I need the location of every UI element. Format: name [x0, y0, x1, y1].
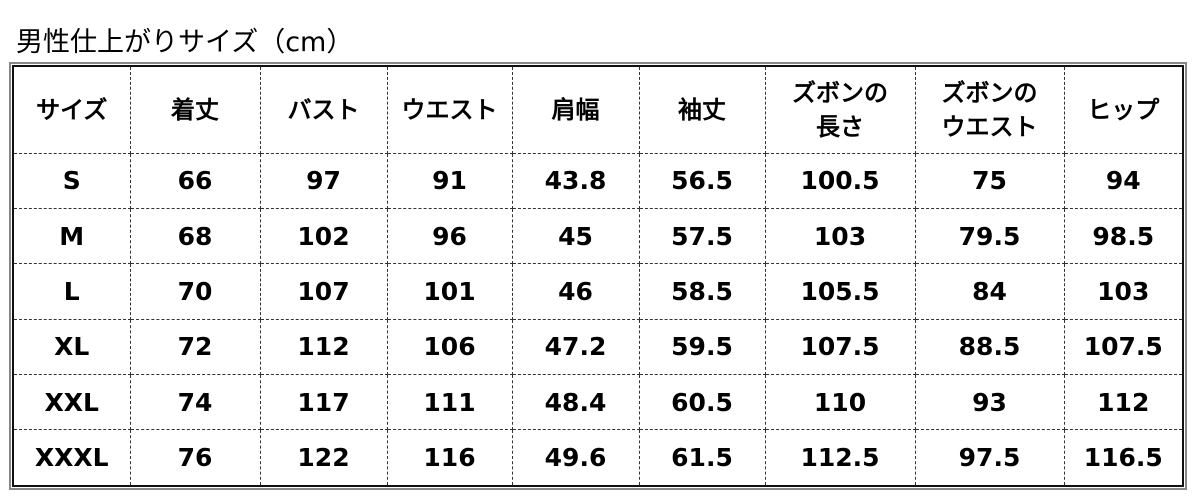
size-label-cell: L: [13, 263, 131, 320]
table-cell: 116: [387, 429, 513, 486]
table-cell: 68: [130, 208, 261, 265]
column-header: サイズ: [13, 66, 131, 154]
table-cell: 102: [260, 208, 388, 265]
table-cell: 112: [1064, 374, 1183, 431]
table-cell: 98.5: [1064, 208, 1183, 265]
table-cell: 103: [765, 208, 916, 265]
table-cell: 91: [387, 153, 513, 209]
table-cell: 110: [765, 374, 916, 431]
table-cell: 107.5: [765, 319, 916, 375]
table-cell: 79.5: [915, 208, 1065, 265]
size-label-cell: S: [13, 153, 131, 209]
table-cell: 45: [512, 208, 640, 265]
header-row: サイズ 着丈 バスト ウエスト 肩幅 袖丈 ズボンの 長さ ズボンの ウエスト ヒップ: [13, 66, 1183, 154]
table-cell: 57.5: [639, 208, 766, 265]
table-cell: 93: [915, 374, 1065, 431]
table-cell: 96: [387, 208, 513, 265]
table-cell: 88.5: [915, 319, 1065, 375]
table-row: XXXL 76 122 116 49.6 61.5 112.5 97.5 116.5: [13, 429, 1183, 486]
table-cell: 56.5: [639, 153, 766, 209]
table-cell: 105.5: [765, 263, 916, 320]
table-row: L 70 107 101 46 58.5 105.5 84 103: [13, 263, 1183, 320]
column-header: 着丈: [130, 66, 261, 154]
size-table: サイズ 着丈 バスト ウエスト 肩幅 袖丈 ズボンの 長さ ズボンの ウエスト ヒップ S 66 97 9…: [12, 65, 1184, 487]
table-cell: 59.5: [639, 319, 766, 375]
table-title: 男性仕上がりサイズ（cm）: [16, 27, 354, 58]
table-cell: 48.4: [512, 374, 640, 431]
table-cell: 61.5: [639, 429, 766, 486]
table-cell: 58.5: [639, 263, 766, 320]
column-header: 肩幅: [512, 66, 640, 154]
table-cell: 112.5: [765, 429, 916, 486]
table-cell: 94: [1064, 153, 1183, 209]
column-header: ズボンの ウエスト: [915, 66, 1065, 154]
table-cell: 46: [512, 263, 640, 320]
table-cell: 74: [130, 374, 261, 431]
table-row: M 68 102 96 45 57.5 103 79.5 98.5: [13, 208, 1183, 265]
size-label-cell: M: [13, 208, 131, 265]
table-cell: 75: [915, 153, 1065, 209]
table-cell: 47.2: [512, 319, 640, 375]
table-cell: 49.6: [512, 429, 640, 486]
column-header: バスト: [260, 66, 388, 154]
table-cell: 101: [387, 263, 513, 320]
table-row: S 66 97 91 43.8 56.5 100.5 75 94: [13, 153, 1183, 209]
table-cell: 84: [915, 263, 1065, 320]
table-cell: 97: [260, 153, 388, 209]
table-cell: 66: [130, 153, 261, 209]
column-header: ズボンの 長さ: [765, 66, 916, 154]
table-row: XXL 74 117 111 48.4 60.5 110 93 112: [13, 374, 1183, 431]
column-header: 袖丈: [639, 66, 766, 154]
table-cell: 43.8: [512, 153, 640, 209]
table-cell: 97.5: [915, 429, 1065, 486]
table-cell: 76: [130, 429, 261, 486]
table-cell: 106: [387, 319, 513, 375]
table-cell: 116.5: [1083, 443, 1163, 473]
size-label-cell: XXL: [13, 374, 131, 431]
table-cell: 107.5: [1064, 319, 1183, 375]
table-cell: 122: [260, 429, 388, 486]
size-label-cell: XXXL: [13, 429, 131, 486]
table-cell: 117: [260, 374, 388, 431]
table-cell: 70: [130, 263, 261, 320]
table-cell: 60.5: [639, 374, 766, 431]
table-cell: 107: [260, 263, 388, 320]
table-cell: 72: [130, 319, 261, 375]
table-cell: 103: [1064, 263, 1183, 320]
table-cell: 100.5: [765, 153, 916, 209]
table-row: XL 72 112 106 47.2 59.5 107.5 88.5 107.5: [13, 319, 1183, 375]
size-label-cell: XL: [13, 319, 131, 375]
size-table-frame: サイズ 着丈 バスト ウエスト 肩幅 袖丈 ズボンの 長さ ズボンの ウエスト ヒップ S 66 97 9…: [9, 62, 1187, 490]
table-cell: 112: [260, 319, 388, 375]
column-header: ヒップ: [1064, 66, 1183, 154]
column-header: ウエスト: [387, 66, 513, 154]
table-cell: 111: [387, 374, 513, 431]
